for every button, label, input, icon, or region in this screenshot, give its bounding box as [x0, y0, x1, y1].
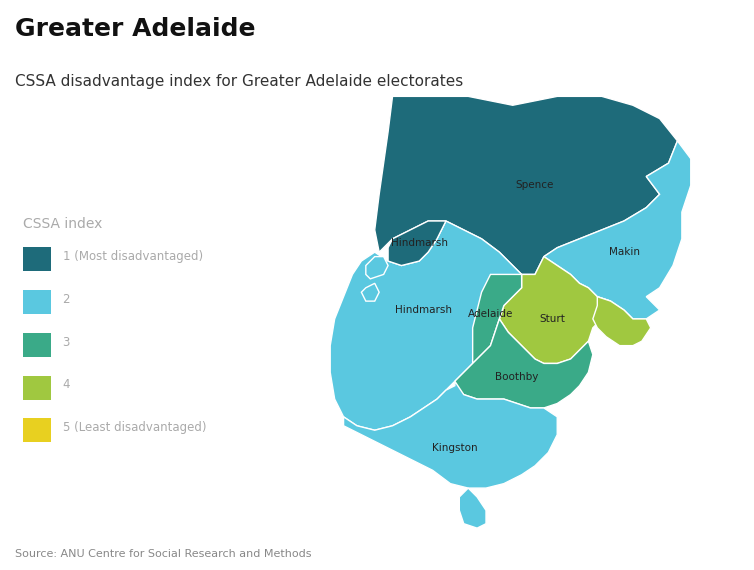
Text: Spence: Spence: [516, 180, 554, 190]
Text: Kingston: Kingston: [432, 443, 478, 453]
Polygon shape: [455, 319, 593, 408]
Text: Source: ANU Centre for Social Research and Methods: Source: ANU Centre for Social Research a…: [15, 548, 311, 559]
Polygon shape: [361, 283, 379, 301]
Text: 2: 2: [63, 293, 70, 306]
Text: Greater Adelaide: Greater Adelaide: [15, 17, 256, 41]
Polygon shape: [593, 296, 651, 345]
Polygon shape: [330, 221, 522, 430]
Text: Adelaide: Adelaide: [467, 310, 513, 319]
Text: Sturt: Sturt: [540, 314, 566, 324]
Polygon shape: [366, 256, 388, 279]
Text: Hindmarsh: Hindmarsh: [395, 305, 452, 315]
Text: 1 (Most disadvantaged): 1 (Most disadvantaged): [63, 250, 203, 263]
Text: CSSA index: CSSA index: [23, 217, 102, 231]
Polygon shape: [375, 96, 677, 274]
Polygon shape: [344, 381, 557, 488]
Polygon shape: [499, 256, 611, 364]
Polygon shape: [388, 221, 446, 266]
Polygon shape: [459, 488, 486, 528]
Text: 3: 3: [63, 336, 70, 348]
Text: 4: 4: [63, 378, 70, 391]
Polygon shape: [473, 274, 522, 364]
Text: Boothby: Boothby: [495, 372, 539, 382]
Text: Makin: Makin: [608, 247, 639, 257]
Text: CSSA disadvantage index for Greater Adelaide electorates: CSSA disadvantage index for Greater Adel…: [15, 74, 463, 89]
Polygon shape: [544, 141, 691, 319]
Text: 5 (Least disadvantaged): 5 (Least disadvantaged): [63, 421, 206, 434]
Text: Hindmarsh: Hindmarsh: [391, 238, 448, 249]
